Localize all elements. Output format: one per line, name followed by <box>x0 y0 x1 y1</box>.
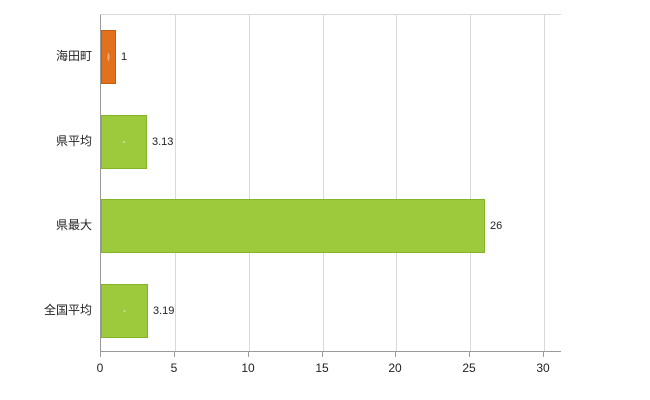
bar-value-label: 1 <box>121 51 128 63</box>
category-label: 海田町 <box>55 49 92 63</box>
category-label: 県平均 <box>55 134 92 148</box>
gridline <box>544 15 545 351</box>
x-tick-mark <box>100 352 101 357</box>
category-label: 県最大 <box>55 218 92 232</box>
x-tick-mark <box>395 352 396 357</box>
gridline <box>470 15 471 351</box>
gridline <box>249 15 250 351</box>
x-tick-label: 10 <box>241 361 255 375</box>
x-tick-mark <box>322 352 323 357</box>
x-tick-label: 20 <box>388 361 402 375</box>
bar-value-label: 3.13 <box>152 136 174 148</box>
bar-県最大 <box>101 199 485 253</box>
gridline <box>323 15 324 351</box>
bar-海田町 <box>101 30 116 84</box>
gridline <box>175 15 176 351</box>
gridline <box>396 15 397 351</box>
x-tick-mark <box>543 352 544 357</box>
x-tick-mark <box>469 352 470 357</box>
x-tick-label: 25 <box>462 361 476 375</box>
bar-全国平均 <box>101 284 148 338</box>
x-tick-label: 0 <box>96 361 104 375</box>
bar-value-label: 26 <box>490 220 503 232</box>
bar-県平均 <box>101 115 147 169</box>
x-tick-label: 5 <box>170 361 178 375</box>
category-label: 全国平均 <box>43 303 92 317</box>
x-tick-mark <box>248 352 249 357</box>
x-tick-label: 15 <box>315 361 329 375</box>
x-tick-label: 30 <box>536 361 550 375</box>
bar-value-label: 3.19 <box>153 305 175 317</box>
x-tick-mark <box>174 352 175 357</box>
plot-area: 1 3.13 26 3.19 <box>100 14 561 352</box>
